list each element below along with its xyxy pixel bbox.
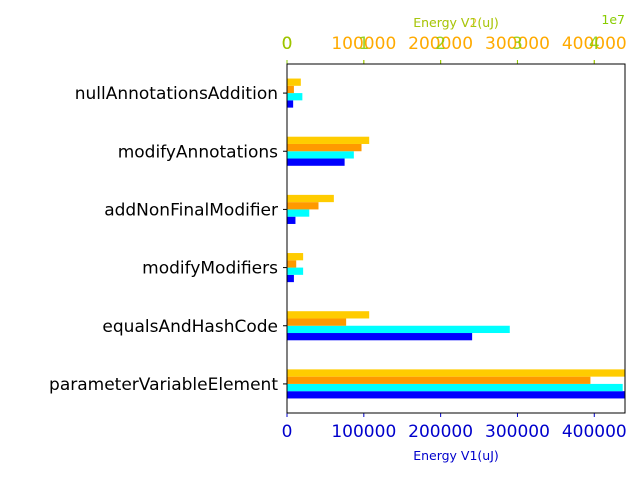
bar xyxy=(287,216,296,224)
top-x-tick-label: 100000 xyxy=(331,34,396,54)
bar xyxy=(287,78,301,86)
x-tick-label: 100000 xyxy=(331,422,396,442)
top-x-tick-label-v1: 3 xyxy=(512,34,523,54)
category-labels: nullAnnotationsAddition modifyAnnotations… xyxy=(49,84,287,395)
bar xyxy=(287,158,345,166)
bar xyxy=(287,311,370,319)
bar xyxy=(287,85,294,94)
bar xyxy=(287,333,473,341)
bar xyxy=(287,151,354,159)
top-x-tick-label-v1: 1 xyxy=(358,34,369,54)
bar xyxy=(287,383,623,392)
bar xyxy=(287,376,591,384)
bottom-x-axis: 0 100000 200000 300000 400000 xyxy=(282,413,627,442)
x-tick-label: 200000 xyxy=(408,422,473,442)
x-tick-label: 400000 xyxy=(562,422,627,442)
x-tick-label: 0 xyxy=(282,422,293,442)
top-x-tick-label-v1: 0 xyxy=(282,34,293,54)
bar xyxy=(287,274,294,283)
bar xyxy=(287,194,334,203)
top-x-tick-label: 0 xyxy=(282,34,293,54)
bar xyxy=(287,100,294,108)
x-axis-label-top-v2: Energy V2(uJ) xyxy=(413,15,499,30)
x-axis-label-bottom: Energy V1(uJ) xyxy=(413,448,499,463)
top-x-tick-label: 300000 xyxy=(485,34,550,54)
top-x-tick-label-v1: 4 xyxy=(589,34,600,54)
x-axis-label-top-v1: Energy V1(uJ) xyxy=(413,15,499,30)
bar xyxy=(287,202,319,210)
bar xyxy=(287,136,370,144)
category-label: modifyModifiers xyxy=(142,259,278,279)
plot-frame xyxy=(286,63,626,414)
bar xyxy=(287,391,625,399)
bar xyxy=(287,318,347,326)
category-label: modifyAnnotations xyxy=(118,142,278,162)
top-x-tick-label: 200000 xyxy=(408,34,473,54)
top-axis-exponent-label: 1e7 xyxy=(601,12,625,27)
category-label: nullAnnotationsAddition xyxy=(75,84,278,104)
bar xyxy=(287,209,310,217)
bar xyxy=(287,260,297,268)
top-x-tick-label-v1: 2 xyxy=(435,34,446,54)
bar xyxy=(287,93,303,101)
bar xyxy=(287,325,510,334)
bar xyxy=(287,253,304,261)
bar xyxy=(287,267,304,275)
bar xyxy=(287,143,362,152)
category-label: equalsAndHashCode xyxy=(102,317,278,337)
bars-group xyxy=(287,78,625,399)
top-x-tick-label: 400000 xyxy=(562,34,627,54)
x-tick-label: 300000 xyxy=(485,422,550,442)
category-label: addNonFinalModifier xyxy=(104,200,278,220)
bar xyxy=(287,369,625,377)
category-label: parameterVariableElement xyxy=(49,375,278,395)
